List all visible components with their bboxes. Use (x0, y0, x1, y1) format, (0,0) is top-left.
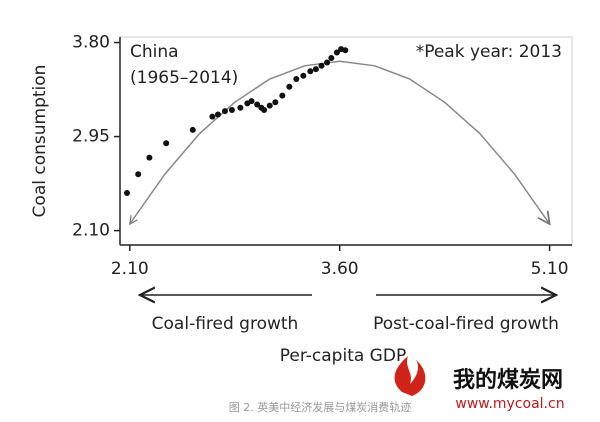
annotation: *Peak year: 2013 (416, 42, 562, 62)
fit-curve (129, 60, 550, 224)
point (254, 101, 261, 108)
point (318, 62, 325, 69)
point (333, 49, 340, 56)
point (293, 76, 300, 83)
point (248, 98, 255, 105)
caption: 图 2. 英美中经济发展与煤炭消费轨迹 (229, 400, 412, 414)
point (312, 66, 319, 73)
annotation: Coal-fired growth (152, 314, 299, 334)
point (189, 126, 196, 133)
x-tick-label: 5.10 (531, 259, 569, 279)
point (228, 107, 235, 114)
logo (394, 356, 426, 396)
point (307, 68, 314, 75)
annotation: (1965–2014) (130, 68, 238, 88)
point (342, 47, 349, 54)
point (146, 154, 153, 161)
point (261, 107, 268, 114)
watermark: www.mycoal.cn (455, 396, 564, 412)
y-tick-label: 2.10 (72, 221, 110, 241)
y-tick-label: 2.95 (72, 127, 110, 147)
watermark: 我的煤炭网 (453, 367, 563, 393)
point (123, 190, 130, 196)
y-axis-label: Coal consumption (30, 65, 50, 218)
point (209, 113, 216, 120)
annotation: Post-coal-fired growth (373, 314, 559, 334)
x-tick-label: 3.60 (321, 259, 359, 279)
annotation: China (130, 42, 179, 62)
x-tick-label: 2.10 (111, 259, 149, 279)
point (279, 92, 286, 99)
y-tick-label: 3.80 (72, 33, 110, 53)
point (324, 59, 331, 66)
point (300, 72, 307, 79)
point (214, 111, 221, 118)
point (286, 83, 293, 90)
point (163, 140, 170, 147)
point (135, 171, 142, 178)
point (266, 102, 273, 109)
point (237, 104, 244, 111)
point (221, 108, 228, 115)
point (328, 55, 335, 62)
point (272, 99, 279, 106)
x-axis-label: Per-capita GDP (280, 346, 406, 366)
